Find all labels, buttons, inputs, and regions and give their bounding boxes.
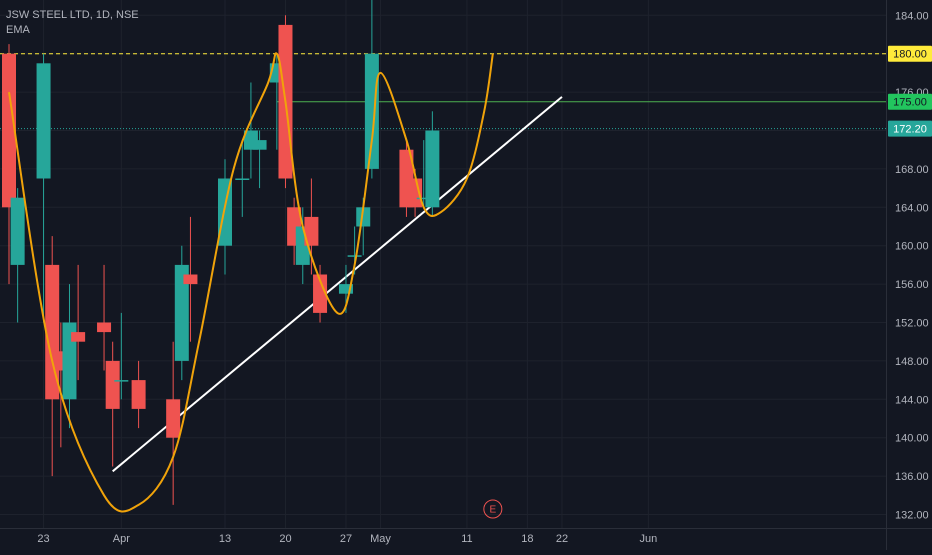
candle-body[interactable] xyxy=(356,207,371,227)
earnings-marker-icon[interactable] xyxy=(483,499,503,519)
candle-body[interactable] xyxy=(183,274,198,285)
candle-body[interactable] xyxy=(235,178,250,181)
y-tick-label: 140.00 xyxy=(895,433,929,445)
x-tick-label: 13 xyxy=(219,533,231,545)
legend: JSW STEEL LTD, 1D, NSE EMA xyxy=(6,8,139,38)
trendline[interactable] xyxy=(112,96,563,473)
candle-body[interactable] xyxy=(338,284,353,294)
y-tick-label: 168.00 xyxy=(895,164,929,176)
candle-body[interactable] xyxy=(114,380,129,382)
y-tick-label: 132.00 xyxy=(895,510,929,522)
y-tick-label: 184.00 xyxy=(895,10,929,22)
y-tick-label: 136.00 xyxy=(895,471,929,483)
candle-body[interactable] xyxy=(131,380,146,409)
y-tick-label: 164.00 xyxy=(895,202,929,214)
candle-body[interactable] xyxy=(174,264,189,361)
x-tick-label: 23 xyxy=(37,533,49,545)
y-tick-label: 148.00 xyxy=(895,356,929,368)
earnings-marker-label: E xyxy=(490,505,497,516)
candle-body[interactable] xyxy=(36,63,51,179)
candle-body[interactable] xyxy=(10,197,25,265)
price-label-175.00: 175.00 xyxy=(893,97,927,109)
x-tick-label: May xyxy=(370,533,391,545)
candle-body[interactable] xyxy=(416,197,431,200)
candle-body[interactable] xyxy=(364,53,379,169)
price-label-172.20: 172.20 xyxy=(893,124,927,136)
price-label-box xyxy=(888,120,932,137)
x-tick-label: Apr xyxy=(113,533,130,545)
symbol-title: JSW STEEL LTD, 1D, NSE xyxy=(6,9,139,21)
candle-body[interactable] xyxy=(347,255,362,257)
candle-body[interactable] xyxy=(166,399,181,438)
candle-body[interactable] xyxy=(408,178,423,208)
x-tick-label: 18 xyxy=(521,533,533,545)
candle-body[interactable] xyxy=(97,322,112,333)
y-tick-label: 160.00 xyxy=(895,241,929,253)
y-tick-label: 152.00 xyxy=(895,318,929,330)
indicator-label: EMA xyxy=(6,24,30,36)
pattern-curve[interactable] xyxy=(8,52,494,513)
candle-body[interactable] xyxy=(313,274,328,313)
x-tick-label: 20 xyxy=(279,533,291,545)
x-tick-label: Jun xyxy=(639,533,657,545)
x-tick-label: 11 xyxy=(461,533,472,545)
y-tick-label: 144.00 xyxy=(895,394,929,406)
price-label-box xyxy=(888,45,932,62)
y-tick-label: 156.00 xyxy=(895,279,929,291)
candle-body[interactable] xyxy=(105,360,120,409)
candle-body[interactable] xyxy=(71,332,86,342)
x-tick-label: 22 xyxy=(556,533,568,545)
candle-body[interactable] xyxy=(2,53,16,208)
price-label-180.00: 180.00 xyxy=(893,49,927,61)
candle-body[interactable] xyxy=(425,130,440,208)
candle-body[interactable] xyxy=(304,216,319,246)
candle-body[interactable] xyxy=(252,140,267,150)
price-label-box xyxy=(888,93,932,110)
x-tick-label: 27 xyxy=(340,533,352,545)
